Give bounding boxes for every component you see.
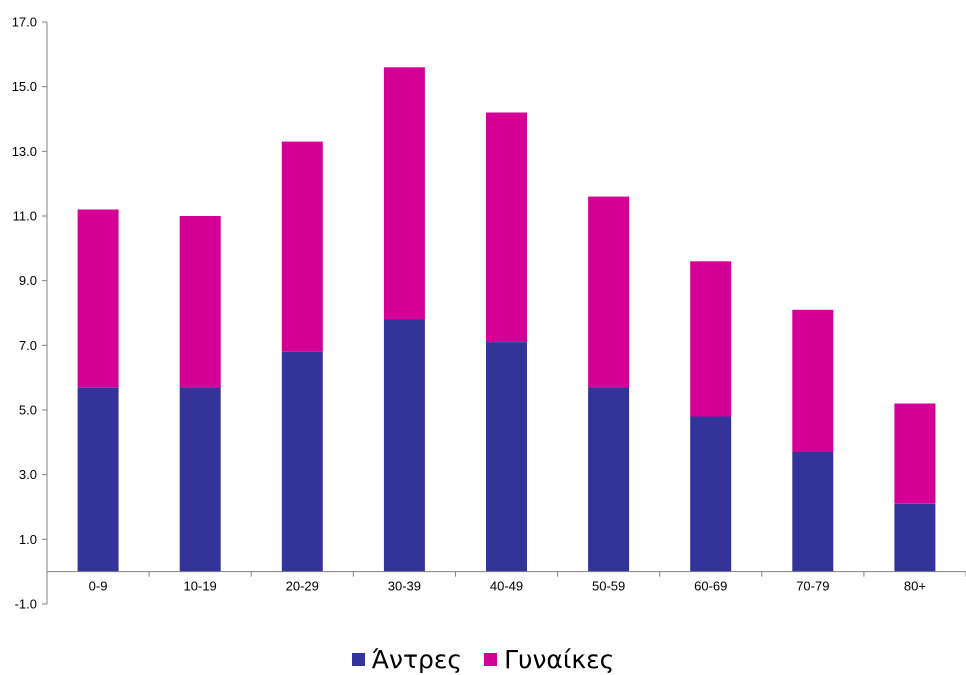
- stacked-bar-chart: -1.0 1.0 3.0 5.0 7.0 9.0 11.0 13.0 15.0 17.0 0-9 1…: [12, 15, 966, 612]
- y-axis: -1.0 1.0 3.0 5.0 7.0 9.0 11.0 13.0 15.0 17.0: [12, 15, 48, 612]
- bar-men-60-69: [690, 416, 732, 572]
- legend-label-men: Άντρες: [371, 644, 463, 674]
- bar-men-50-59: [588, 387, 630, 572]
- bar-men-20-29: [281, 351, 323, 572]
- bar-men-10-19: [179, 387, 221, 572]
- x-tick-label: 70-79: [796, 579, 829, 594]
- x-tick-label: 50-59: [592, 579, 625, 594]
- x-tick-label: 40-49: [490, 579, 523, 594]
- bar-women-60-69: [690, 261, 732, 417]
- bar-women-50-59: [588, 196, 630, 388]
- bar-women-80+: [894, 403, 936, 504]
- legend-item-women: Γυναίκες: [484, 647, 614, 672]
- y-tick-label: 17.0: [12, 15, 37, 30]
- y-tick-label: 15.0: [12, 79, 37, 94]
- y-tick-label: 11.0: [13, 209, 37, 224]
- y-tick-label: 13.0: [12, 144, 37, 159]
- x-tick-label: 10-19: [184, 579, 217, 594]
- y-tick-label: 7.0: [19, 338, 37, 353]
- y-tick-label: 3.0: [19, 467, 37, 482]
- legend-item-men: Άντρες: [351, 644, 463, 674]
- legend: Άντρες Γυναίκες: [0, 643, 966, 675]
- bar-women-0-9: [77, 209, 119, 388]
- bar-men-30-39: [383, 319, 425, 572]
- bar-men-80+: [894, 503, 936, 572]
- x-axis: 0-9 10-19 20-29 30-39 40-49 50-59 60-69 70-79 80…: [46, 571, 966, 594]
- bar-women-10-19: [179, 216, 221, 388]
- x-tick-label: 20-29: [286, 579, 319, 594]
- bar-women-30-39: [383, 67, 425, 320]
- y-tick-label: 5.0: [19, 403, 37, 418]
- bars: [77, 67, 936, 572]
- legend-label-women: Γυναίκες: [504, 644, 615, 674]
- y-tick-label: 9.0: [19, 273, 37, 288]
- bar-men-70-79: [792, 452, 834, 572]
- bar-men-0-9: [77, 387, 119, 572]
- x-tick-label: 30-39: [388, 579, 421, 594]
- bar-women-70-79: [792, 309, 834, 453]
- bar-women-40-49: [486, 112, 527, 343]
- y-tick-label: -1.0: [15, 597, 37, 612]
- legend-swatch-women: [484, 652, 498, 666]
- bar-women-20-29: [281, 141, 323, 352]
- x-tick-label: 80+: [904, 579, 926, 594]
- x-tick-label: 60-69: [694, 579, 727, 594]
- bar-men-40-49: [486, 342, 527, 572]
- y-tick-label: 1.0: [19, 532, 37, 547]
- legend-swatch-men: [351, 652, 365, 666]
- x-tick-label: 0-9: [89, 579, 108, 594]
